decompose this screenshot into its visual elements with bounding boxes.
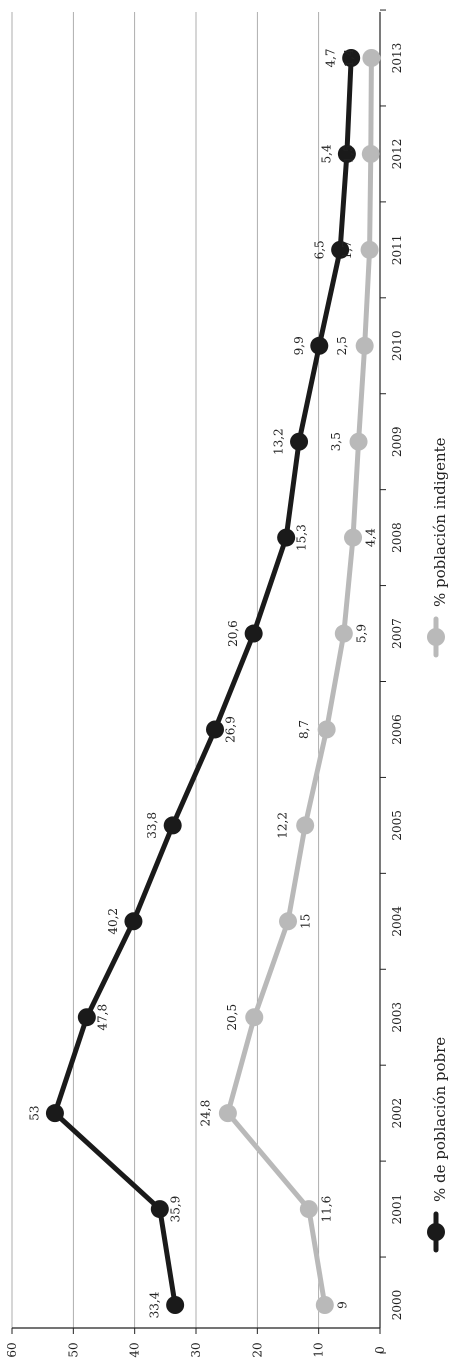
- category-label-2004: 2004: [390, 906, 404, 937]
- data-label-0-2007: 20,6: [226, 620, 240, 647]
- data-point-1-2000: [315, 1296, 334, 1314]
- data-point-1-2013: [362, 49, 381, 67]
- category-label-2007: 2007: [390, 618, 404, 649]
- data-label-0-2011: 6,5: [313, 240, 327, 259]
- data-point-0-2004: [124, 912, 143, 931]
- category-label-2010: 2010: [390, 330, 404, 361]
- data-label-0-2002: 53: [27, 1106, 41, 1121]
- data-point-1-2012: [361, 144, 380, 163]
- data-point-0-2009: [290, 432, 309, 451]
- category-label-2008: 2008: [390, 522, 404, 553]
- data-label-0-2003: 47,8: [95, 1004, 109, 1031]
- data-point-1-2011: [360, 240, 379, 259]
- data-label-1-2007: 5,9: [354, 624, 368, 643]
- data-label-1-2013: 1,4: [342, 48, 356, 67]
- category-label-2009: 2009: [390, 426, 404, 457]
- data-point-0-2011: [331, 240, 350, 259]
- data-label-0-2006: 26,9: [224, 716, 238, 743]
- data-point-1-2003: [245, 1008, 264, 1027]
- data-point-1-2009: [349, 432, 368, 451]
- data-label-0-2001: 35,9: [168, 1196, 182, 1223]
- data-label-0-2012: 5,4: [319, 144, 333, 163]
- data-label-1-2002: 24,8: [198, 1100, 212, 1127]
- series-line-1: [225, 55, 374, 1308]
- series-layer: [45, 49, 381, 1314]
- data-label-1-2000: 9: [335, 1301, 349, 1309]
- data-label-1-2008: 4,4: [364, 528, 378, 547]
- data-labels: 33,4 35,9 53 47,8 40,2 33,8 26,9 20,6 15,3 13,2 9,…: [27, 48, 377, 1318]
- data-label-1-2011: 1,7: [340, 240, 354, 259]
- data-point-0-2012: [337, 144, 356, 163]
- data-point-0-2005: [163, 816, 182, 835]
- data-label-0-2013: 4,7: [324, 48, 338, 67]
- data-point-1-2005: [296, 816, 315, 835]
- data-label-0-2005: 33,8: [145, 812, 159, 839]
- data-label-0-2009: 13,2: [272, 428, 286, 455]
- value-tick-label-10: 10: [312, 1342, 326, 1357]
- data-point-1-2008: [344, 528, 363, 547]
- category-label-2005: 2005: [390, 810, 404, 841]
- data-point-1-2004: [279, 912, 297, 931]
- data-point-0-2002: [45, 1104, 64, 1123]
- data-point-0-2006: [206, 720, 225, 739]
- category-label-2013: 2013: [390, 43, 404, 74]
- category-label-2003: 2003: [390, 1002, 404, 1033]
- data-label-1-2005: 12,2: [276, 812, 290, 839]
- data-point-0-2008: [277, 528, 296, 547]
- series-line-0: [52, 55, 354, 1308]
- legend: % de población pobre % población indigent…: [427, 437, 449, 1253]
- data-label-0-2000: 33,4: [148, 1291, 162, 1318]
- legend-label-0: % de población pobre: [431, 1037, 449, 1202]
- data-point-0-2003: [77, 1008, 96, 1027]
- legend-marker-1: [427, 628, 445, 646]
- data-point-0-2000: [166, 1296, 185, 1314]
- data-point-0-2007: [244, 624, 263, 643]
- data-label-0-2010: 9,9: [292, 336, 306, 355]
- category-label-2012: 2012: [390, 139, 404, 170]
- value-tick-label-0: 0: [373, 1346, 387, 1354]
- data-label-1-2012: 1,5: [341, 144, 355, 163]
- value-tick-label-30: 30: [189, 1342, 203, 1357]
- data-label-1-2006: 8,7: [297, 720, 311, 739]
- data-point-1-2010: [355, 336, 374, 355]
- value-tick-label-50: 50: [66, 1342, 80, 1357]
- data-point-0-2001: [150, 1200, 169, 1219]
- axes: 0 10 20 30 40 50 60 2000 2001 2002 2003 2004 2005 200…: [5, 9, 404, 1358]
- data-label-1-2003: 20,5: [225, 1004, 239, 1031]
- data-label-0-2008: 15,3: [295, 524, 309, 551]
- data-label-0-2004: 40,2: [106, 908, 120, 935]
- data-point-1-2001: [299, 1200, 318, 1219]
- data-point-0-2013: [342, 49, 361, 67]
- data-point-0-2010: [310, 336, 329, 355]
- data-label-1-2009: 3,5: [329, 432, 343, 451]
- category-label-2011: 2011: [390, 235, 404, 266]
- category-label-2002: 2002: [390, 1098, 404, 1129]
- legend-marker-0: [427, 1223, 445, 1241]
- value-tick-label-40: 40: [128, 1342, 142, 1357]
- category-label-2006: 2006: [390, 714, 404, 745]
- data-point-1-2006: [317, 720, 336, 739]
- legend-label-1: % población indigente: [431, 437, 449, 607]
- data-label-1-2010: 2,5: [335, 336, 349, 355]
- data-label-1-2004: 15: [299, 914, 313, 929]
- category-label-2001: 2001: [390, 1194, 404, 1225]
- category-label-2000: 2000: [390, 1290, 404, 1321]
- value-tick-label-60: 60: [5, 1342, 19, 1357]
- value-tick-label-20: 20: [250, 1342, 264, 1357]
- gridlines: [11, 12, 320, 1328]
- data-point-1-2002: [218, 1104, 237, 1123]
- data-label-1-2001: 11,6: [319, 1196, 333, 1223]
- data-point-1-2007: [334, 624, 353, 643]
